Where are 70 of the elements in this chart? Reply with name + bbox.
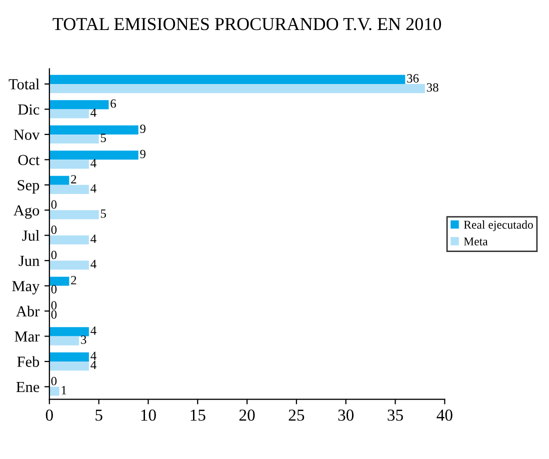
y-tick-label: Sep bbox=[18, 180, 40, 194]
data-label: 4 bbox=[90, 158, 96, 168]
data-label: 0 bbox=[51, 310, 57, 319]
legend-label: Meta bbox=[464, 238, 488, 246]
bar bbox=[49, 361, 89, 371]
bar bbox=[49, 160, 89, 169]
data-label: 9 bbox=[140, 150, 146, 158]
data-label: 0 bbox=[51, 226, 57, 234]
y-tick-label: Dic bbox=[18, 104, 40, 115]
bar bbox=[49, 210, 99, 220]
y-tick-label: Mar bbox=[14, 332, 40, 342]
legend-label: Real ejecutado bbox=[464, 220, 533, 232]
bar bbox=[49, 134, 99, 144]
y-tick-label: Oct bbox=[18, 154, 40, 166]
x-tick-label: 20 bbox=[239, 410, 255, 421]
bar bbox=[49, 184, 89, 194]
data-label: 5 bbox=[100, 209, 106, 218]
y-tick-label: May bbox=[12, 281, 40, 294]
bar bbox=[49, 150, 138, 160]
bar bbox=[49, 276, 70, 286]
bar bbox=[49, 100, 109, 110]
data-label: 4 bbox=[90, 234, 96, 243]
y-tick-label: Ene bbox=[16, 382, 40, 392]
data-label: 2 bbox=[71, 175, 76, 184]
y-tick-label: Total bbox=[8, 78, 40, 90]
bar bbox=[49, 176, 70, 185]
data-label: 5 bbox=[100, 134, 106, 142]
y-tick-label: Nov bbox=[14, 130, 40, 140]
x-tick-label: 5 bbox=[96, 410, 102, 421]
chart-title: TOTAL EMISIONES PROCURANDO T.V. EN 2010 bbox=[52, 18, 442, 30]
data-label: 4 bbox=[90, 108, 96, 117]
bar bbox=[49, 235, 89, 244]
data-label: 6 bbox=[110, 99, 116, 108]
bar bbox=[49, 74, 406, 84]
data-label: 4 bbox=[90, 326, 96, 335]
x-tick-label: 15 bbox=[190, 410, 206, 421]
y-tick-label: Jun bbox=[18, 256, 40, 266]
bar bbox=[49, 386, 60, 396]
data-label: 4 bbox=[90, 360, 96, 370]
data-label: 0 bbox=[51, 376, 57, 386]
bar bbox=[49, 336, 80, 346]
data-label: 0 bbox=[51, 285, 57, 294]
data-label: 1 bbox=[62, 386, 66, 394]
bar bbox=[49, 125, 138, 134]
data-label: 4 bbox=[90, 260, 96, 268]
x-tick-label: 0 bbox=[46, 410, 53, 421]
bar bbox=[49, 84, 425, 94]
data-label: 38 bbox=[426, 83, 438, 92]
bar bbox=[49, 352, 89, 362]
x-tick-label: 25 bbox=[288, 410, 304, 421]
data-label: 3 bbox=[81, 336, 86, 344]
data-label: 9 bbox=[140, 124, 146, 134]
bar bbox=[49, 327, 89, 336]
x-tick-label: 40 bbox=[436, 410, 452, 421]
y-tick-label: Feb bbox=[17, 356, 40, 367]
data-label: 0 bbox=[51, 301, 57, 310]
data-label: 0 bbox=[51, 200, 57, 209]
data-label: 2 bbox=[71, 276, 76, 284]
x-tick-label: 30 bbox=[338, 410, 354, 421]
data-label: 0 bbox=[51, 250, 57, 260]
bar bbox=[49, 109, 89, 118]
data-label: 4 bbox=[90, 352, 96, 360]
bar bbox=[49, 260, 89, 270]
x-tick-label: 35 bbox=[388, 410, 403, 421]
y-tick-label: Ago bbox=[14, 205, 40, 219]
x-tick-label: 10 bbox=[141, 410, 156, 421]
y-tick-label: Abr bbox=[16, 306, 40, 316]
data-label: 36 bbox=[407, 74, 419, 83]
data-label: 4 bbox=[90, 184, 96, 192]
y-tick-label: Jul bbox=[22, 230, 40, 241]
